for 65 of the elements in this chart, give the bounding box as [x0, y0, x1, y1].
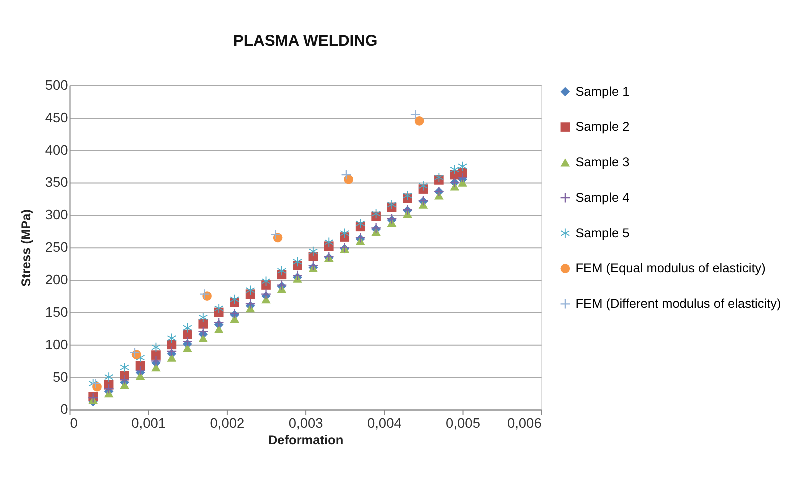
point [230, 314, 240, 324]
y-tick-label: 300 [45, 208, 69, 223]
point [152, 350, 161, 360]
y-tick-label: 400 [45, 142, 69, 158]
point [372, 209, 381, 219]
x-tick-label: 0,002 [210, 416, 245, 431]
point [198, 320, 208, 329]
y-tick-label: 250 [45, 240, 69, 256]
y-tick-label: 500 [45, 78, 69, 93]
legend-label: Sample 4 [576, 190, 630, 205]
point [183, 344, 192, 352]
point [198, 327, 208, 337]
point [198, 334, 208, 342]
point [271, 230, 280, 240]
point [293, 257, 302, 267]
point [308, 246, 318, 256]
point [104, 372, 114, 382]
legend-label: FEM (Equal modulus of elasticity) [576, 260, 766, 276]
point [434, 172, 444, 182]
legend-label: FEM (Different modulus of elasticity) [576, 296, 782, 312]
y-tick-label: 150 [45, 304, 69, 320]
point [167, 354, 177, 362]
legend-label: Sample 1 [576, 84, 630, 99]
x-tick-label: 0,004 [367, 416, 402, 431]
point [214, 304, 224, 314]
point [230, 294, 240, 304]
x-tick-label: 0,001 [132, 416, 166, 431]
y-tick-label: 450 [45, 110, 69, 126]
point [450, 165, 460, 174]
point [183, 337, 192, 346]
x-axis-title: Deformation [268, 432, 344, 448]
y-tick-label: 100 [45, 337, 69, 352]
point [183, 330, 192, 340]
point [246, 286, 255, 296]
point [278, 266, 286, 276]
point [198, 313, 208, 322]
chart-title: PLASMA WELDING [233, 33, 378, 50]
y-tick-label: 0 [60, 402, 69, 418]
x-tick-label: 0,006 [507, 416, 542, 431]
point [91, 379, 100, 388]
point [419, 181, 428, 191]
point [324, 238, 334, 248]
point [410, 110, 420, 120]
point [388, 200, 396, 210]
point [214, 325, 224, 334]
point [356, 218, 366, 228]
x-tick-label: 0,003 [288, 416, 324, 431]
point [200, 290, 210, 299]
point [414, 116, 424, 126]
point [340, 228, 350, 238]
point [183, 323, 192, 333]
legend-label: Sample 2 [576, 119, 630, 134]
y-axis-title: Stress (MPa) [18, 209, 34, 287]
point [120, 375, 130, 385]
point [136, 361, 146, 370]
y-tick-label: 50 [52, 370, 69, 385]
x-tick-label: 0,005 [446, 416, 481, 431]
y-tick-label: 200 [45, 272, 69, 288]
point [344, 174, 354, 184]
legend-label: Sample 3 [576, 154, 630, 170]
legend-label: Sample 5 [576, 225, 630, 240]
y-tick-label: 350 [45, 175, 69, 190]
point [168, 334, 176, 344]
x-tick-label: 0 [70, 416, 78, 431]
point [167, 346, 177, 356]
